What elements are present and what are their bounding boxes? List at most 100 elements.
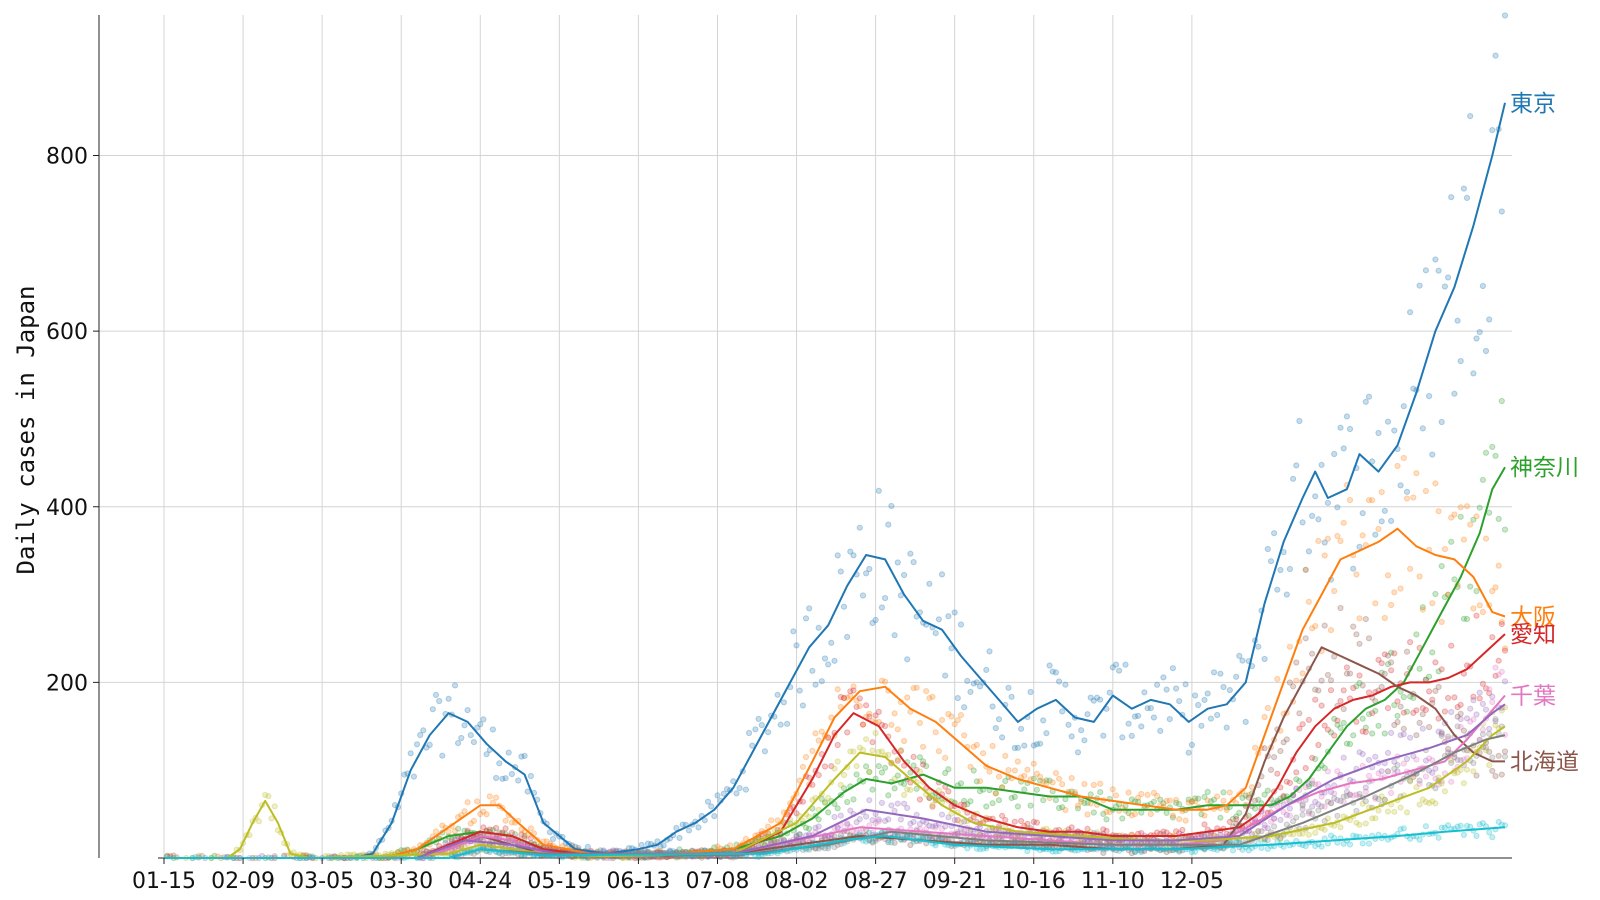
scatter-point — [439, 752, 446, 759]
scatter-point — [986, 768, 993, 775]
scatter-point — [1255, 643, 1262, 650]
scatter-point — [793, 810, 800, 817]
scatter-point — [1359, 800, 1366, 807]
scatter-point — [1033, 770, 1041, 777]
scatter-point — [1422, 487, 1430, 495]
series-line — [164, 694, 1506, 859]
y-axis-label: Daily cases in Japan — [12, 286, 40, 575]
scatter-point — [1441, 824, 1449, 831]
scatter-point — [945, 788, 952, 795]
scatter-point — [1046, 777, 1053, 784]
scatter-point — [1283, 821, 1290, 828]
scatter-point — [1128, 796, 1135, 803]
scatter-point — [1343, 740, 1351, 747]
scatter-point — [1426, 688, 1433, 695]
scatter-point — [1479, 282, 1487, 290]
scatter-point — [1470, 760, 1477, 767]
scatter-point — [850, 552, 857, 559]
scatter-point — [1359, 750, 1366, 758]
scatter-point — [1422, 706, 1430, 714]
scatter-point — [1410, 385, 1417, 392]
scatter-point — [1451, 576, 1458, 583]
scatter-point — [938, 825, 946, 833]
scatter-point — [1286, 643, 1294, 650]
scatter-point — [527, 835, 535, 842]
scatter-point — [1403, 809, 1411, 816]
scatter-point — [1236, 652, 1243, 660]
scatter-point — [951, 609, 958, 616]
scatter-point — [1027, 688, 1034, 696]
scatter-point — [1068, 824, 1075, 831]
scatter-point — [1448, 642, 1455, 649]
scatter-point — [432, 828, 440, 835]
scatter-point — [1353, 683, 1360, 690]
scatter-point — [1321, 539, 1328, 546]
scatter-point — [1340, 445, 1347, 452]
scatter-point — [1356, 821, 1363, 828]
scatter-point — [1334, 797, 1341, 804]
scatter-point — [1128, 850, 1135, 857]
scatter-point — [1470, 516, 1477, 523]
scatter-point — [1343, 788, 1351, 796]
scatter-point — [815, 823, 822, 830]
y-tick-label: 600 — [46, 320, 88, 345]
scatter-point — [1068, 775, 1075, 782]
scatter-point — [894, 726, 901, 733]
scatter-point — [1315, 516, 1322, 523]
scatter-point — [1188, 849, 1196, 856]
scatter-point — [989, 742, 996, 750]
scatter-point — [1261, 655, 1268, 663]
scatter-point — [961, 818, 968, 825]
scatter-point — [1426, 755, 1433, 762]
scatter-point — [1486, 829, 1493, 836]
scatter-point — [1343, 792, 1351, 800]
scatter-point — [853, 697, 860, 704]
scatter-point — [901, 737, 908, 745]
scatter-point — [1302, 566, 1309, 573]
scatter-point — [474, 724, 481, 731]
scatter-point — [802, 824, 810, 831]
scatter-point — [527, 825, 535, 832]
scatter-point — [1141, 689, 1148, 696]
scatter-point — [1097, 780, 1104, 787]
scatter-point — [1467, 113, 1474, 120]
scatter-point — [1416, 282, 1423, 289]
axes — [98, 15, 1512, 859]
scatter-point — [1378, 518, 1385, 525]
scatter-point — [850, 796, 857, 803]
scatter-point — [945, 710, 952, 718]
scatter-point — [844, 694, 851, 701]
scatter-point — [1438, 780, 1445, 787]
scatter-point — [1375, 770, 1382, 777]
scatter-point — [1173, 828, 1180, 835]
scatter-point — [1144, 791, 1151, 799]
scatter-point — [461, 808, 468, 815]
scatter-point — [496, 760, 503, 767]
scatter-point — [695, 824, 702, 831]
scatter-point — [720, 790, 727, 797]
scatter-point — [527, 772, 535, 780]
scatter-point — [1173, 685, 1180, 692]
scatter-point — [1290, 818, 1297, 825]
series-line — [164, 826, 1506, 859]
scatter-point — [1492, 722, 1499, 729]
scatter-point — [951, 721, 958, 728]
scatter-point — [869, 619, 876, 627]
scatter-point — [1327, 800, 1335, 807]
scatter-point — [907, 820, 914, 827]
scatter-point — [1176, 816, 1183, 823]
scatter-point — [821, 798, 829, 806]
scatter-point — [878, 721, 886, 729]
scatter-point — [549, 836, 557, 843]
scatter-point — [926, 822, 933, 829]
scatter-point — [882, 722, 889, 730]
scatter-point — [777, 721, 784, 728]
scatter-point — [461, 722, 468, 729]
scatter-point — [1312, 829, 1319, 836]
scatter-point — [1283, 736, 1290, 743]
scatter-point — [1337, 797, 1344, 805]
scatter-point — [1419, 425, 1426, 432]
scatter-point — [1448, 757, 1455, 764]
scatter-point — [1403, 708, 1411, 715]
scatter-point — [1090, 781, 1097, 789]
